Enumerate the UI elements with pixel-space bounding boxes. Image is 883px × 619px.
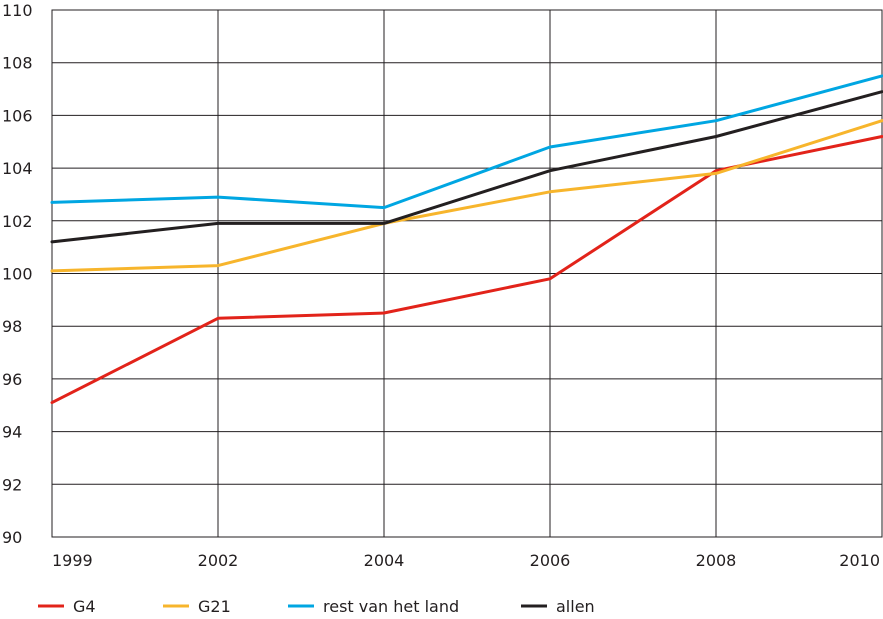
y-tick-label: 98 — [2, 317, 22, 336]
y-tick-label: 96 — [2, 370, 22, 389]
series-line-allen — [50, 90, 883, 244]
legend-label-rest-van-het-land: rest van het land — [323, 597, 459, 616]
y-axis-ticks: 90 92 94 96 98 100 102 104 106 108 110 — [2, 1, 33, 547]
x-tick-label: 2006 — [530, 551, 571, 570]
x-tick-label: 2004 — [364, 551, 405, 570]
y-tick-label: 90 — [2, 528, 22, 547]
x-tick-label: 1999 — [52, 551, 93, 570]
x-tick-label: 2008 — [696, 551, 737, 570]
y-tick-label: 102 — [2, 212, 33, 231]
y-tick-label: 104 — [2, 159, 33, 178]
y-tick-label: 108 — [2, 54, 33, 73]
legend-label-allen: allen — [556, 597, 595, 616]
plot-frame — [51, 9, 883, 538]
legend-label-g4: G4 — [73, 597, 96, 616]
y-tick-label: 92 — [2, 475, 22, 494]
series-line-rest-van-het-land — [50, 74, 883, 210]
y-tick-label: 110 — [2, 1, 33, 20]
y-tick-label: 100 — [2, 265, 33, 284]
x-tick-label: 2002 — [198, 551, 239, 570]
y-tick-label: 106 — [2, 106, 33, 125]
x-axis-ticks: 1999 2002 2004 2006 2008 2010 — [52, 551, 880, 570]
y-tick-label: 94 — [2, 423, 22, 442]
grid — [51, 9, 883, 538]
legend-label-g21: G21 — [198, 597, 231, 616]
series-line-g21 — [50, 119, 883, 273]
x-tick-label: 2010 — [839, 551, 880, 570]
legend: G4 G21 rest van het land allen — [38, 597, 595, 616]
series-lines — [50, 74, 883, 405]
